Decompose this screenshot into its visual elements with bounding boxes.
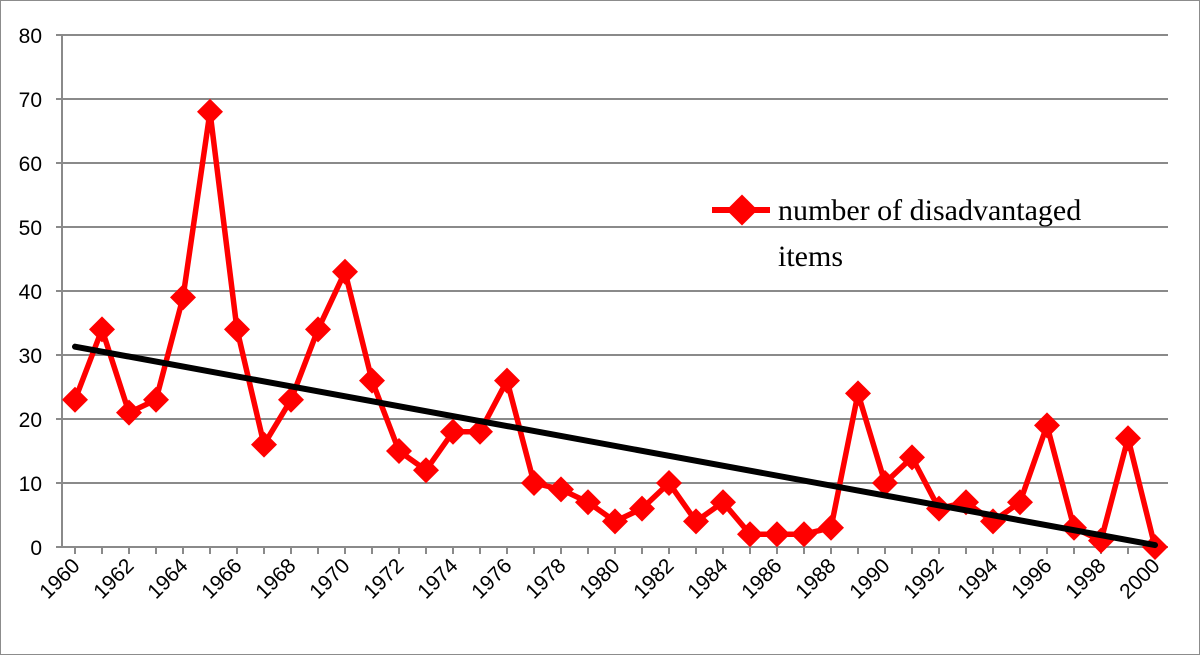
y-tick-label-60: 60 xyxy=(19,153,42,176)
data-point-1986 xyxy=(764,521,790,548)
data-series xyxy=(62,98,1168,560)
data-point-1963 xyxy=(143,386,169,413)
data-point-1977 xyxy=(521,470,547,496)
legend-label-line2: items xyxy=(778,240,843,273)
x-tick-label-1974: 1974 xyxy=(413,554,463,604)
data-point-1960 xyxy=(62,386,88,413)
x-tick-label-1970: 1970 xyxy=(305,554,354,603)
data-point-1984 xyxy=(710,489,736,516)
legend: number of disadvantaged items xyxy=(712,194,1081,273)
data-point-1982 xyxy=(656,470,682,496)
data-point-1995 xyxy=(1007,489,1033,516)
x-tick-label-1998: 1998 xyxy=(1061,554,1110,603)
y-tick-label-70: 70 xyxy=(19,89,42,112)
x-tick-label-1966: 1966 xyxy=(197,554,246,603)
x-tick-label-1980: 1980 xyxy=(575,554,624,603)
x-tick-label-1964: 1964 xyxy=(143,554,193,604)
x-tick-label-1986: 1986 xyxy=(737,554,786,603)
x-tick-label-1992: 1992 xyxy=(899,554,948,603)
data-point-1981 xyxy=(629,495,655,522)
x-tick-label-1976: 1976 xyxy=(467,554,516,603)
y-tick-label-40: 40 xyxy=(19,281,42,304)
data-point-1996 xyxy=(1034,412,1060,439)
trendline xyxy=(72,343,1158,549)
y-tick-label-10: 10 xyxy=(19,473,42,496)
data-point-1979 xyxy=(575,489,601,516)
data-point-1978 xyxy=(548,476,574,503)
data-point-1971 xyxy=(359,367,385,394)
data-point-1969 xyxy=(305,316,331,343)
data-point-1990 xyxy=(872,470,898,496)
x-tick-label-1960: 1960 xyxy=(35,554,84,603)
y-tick-label-80: 80 xyxy=(19,25,42,48)
y-axis-tick-labels: 0 10 20 30 40 50 60 70 80 xyxy=(19,25,42,560)
x-tick-label-1988: 1988 xyxy=(791,554,840,603)
data-point-1976 xyxy=(494,367,520,394)
x-tick-label-2000: 2000 xyxy=(1115,554,1164,603)
data-point-1987 xyxy=(791,521,817,548)
trendline-group xyxy=(72,343,1158,549)
x-tick-label-1996: 1996 xyxy=(1007,554,1056,603)
data-point-1964 xyxy=(170,284,196,311)
x-tick-label-1990: 1990 xyxy=(845,554,894,603)
data-point-1999 xyxy=(1115,425,1141,452)
data-point-1967 xyxy=(251,431,277,458)
x-tick-label-1962: 1962 xyxy=(89,554,138,603)
data-point-1973 xyxy=(413,457,439,484)
axes xyxy=(56,34,1168,554)
data-point-1961 xyxy=(89,316,115,343)
x-tick-label-1994: 1994 xyxy=(953,554,1003,604)
data-point-1972 xyxy=(386,438,412,464)
x-tick-label-1984: 1984 xyxy=(683,554,733,604)
y-tick-label-50: 50 xyxy=(19,217,42,240)
legend-marker-diamond xyxy=(726,194,758,226)
data-point-1985 xyxy=(737,521,763,548)
x-tick-label-1972: 1972 xyxy=(359,554,408,603)
x-tick-label-1982: 1982 xyxy=(629,554,678,603)
data-point-1991 xyxy=(899,444,925,471)
data-point-1962 xyxy=(116,399,142,426)
x-axis-tick-labels: 1960 1962 1964 1966 1968 1970 1972 1974 1976 1978… xyxy=(35,554,1164,604)
x-tick-label-1968: 1968 xyxy=(251,554,300,603)
y-tick-label-20: 20 xyxy=(19,409,42,432)
data-point-1970 xyxy=(332,258,358,285)
data-point-1968 xyxy=(278,386,304,413)
y-tick-label-30: 30 xyxy=(19,345,42,368)
data-point-1988 xyxy=(818,514,844,541)
data-point-1966 xyxy=(224,316,250,343)
legend-label-line1: number of disadvantaged xyxy=(778,194,1081,227)
data-point-1983 xyxy=(683,508,709,535)
x-tick-label-1978: 1978 xyxy=(521,554,570,603)
data-point-1989 xyxy=(845,380,871,407)
data-point-1980 xyxy=(602,508,628,535)
y-tick-label-0: 0 xyxy=(30,537,42,560)
data-point-1974 xyxy=(440,418,466,445)
gridlines xyxy=(62,34,1168,484)
data-point-1965 xyxy=(197,98,223,125)
